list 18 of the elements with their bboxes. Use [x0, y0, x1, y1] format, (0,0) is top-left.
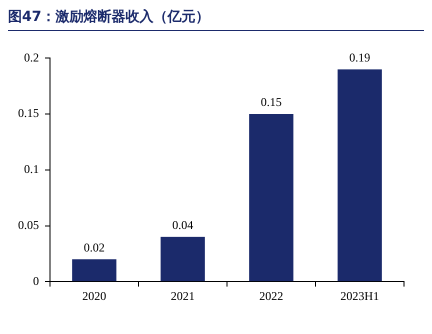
x-tick-label: 2021 [170, 288, 195, 303]
data-label: 0.02 [84, 240, 105, 254]
x-tick-label: 2023H1 [340, 288, 380, 303]
data-label: 0.04 [172, 218, 194, 232]
bar [72, 259, 116, 282]
data-label: 0.15 [260, 95, 282, 110]
x-tick-label: 2022 [259, 288, 284, 303]
y-tick-label: 0 [33, 274, 39, 288]
data-label: 0.19 [349, 50, 370, 65]
y-tick-label: 0.05 [18, 218, 39, 232]
bar [249, 114, 294, 282]
x-tick-label: 2020 [82, 288, 106, 303]
bar [338, 69, 382, 282]
y-tick-label: 0.15 [18, 106, 39, 120]
chart-title: 图47：激励熔断器收入（亿元） [8, 8, 424, 31]
bar [160, 236, 205, 282]
y-tick-label: 0.1 [24, 162, 39, 176]
y-tick-label: 0.2 [24, 50, 39, 64]
